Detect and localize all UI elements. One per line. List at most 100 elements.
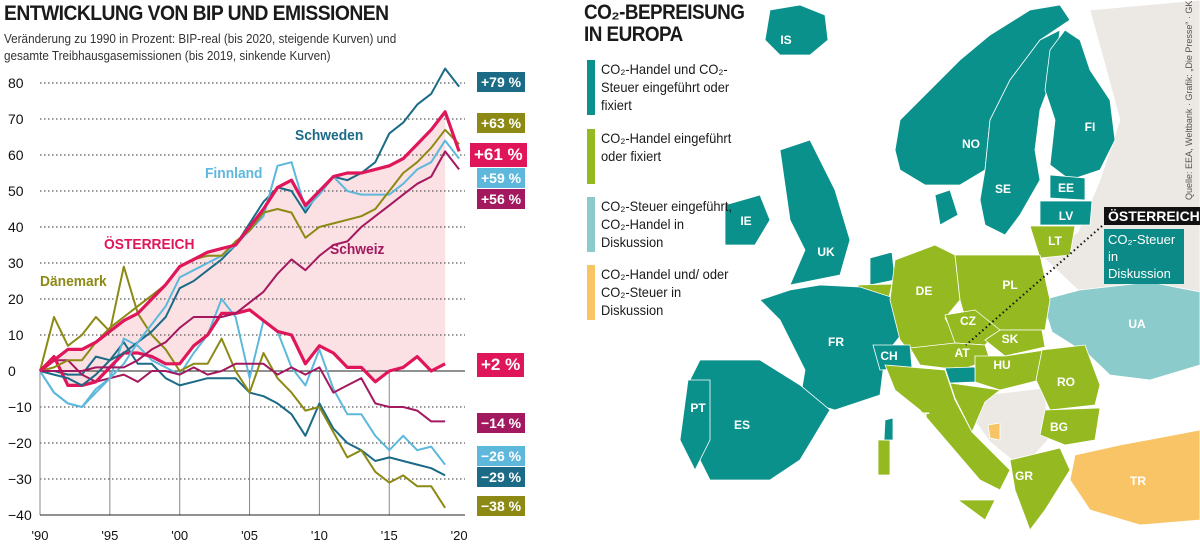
austria-callout-title: ÖSTERREICH xyxy=(1104,207,1200,225)
country-label-lt: LT xyxy=(1048,234,1062,248)
country-label-fi: FI xyxy=(1085,120,1096,134)
end-value-badge: +59 % xyxy=(477,168,526,188)
end-value-badge: +61 % xyxy=(470,143,527,167)
y-tick-label: 70 xyxy=(8,111,24,127)
country-label-cz: CZ xyxy=(960,314,976,328)
country-label-se: SE xyxy=(995,182,1011,196)
y-tick-label: 60 xyxy=(8,147,24,163)
y-tick-label: 80 xyxy=(8,75,24,91)
x-tick-label: '20 xyxy=(451,528,468,543)
map-title-line1: CO₂-BEPREISUNG xyxy=(584,1,745,24)
chart-title: ENTWICKLUNG VON BIP UND EMISSIONEN xyxy=(4,2,389,25)
source-credit: Quelle: EEA, Weltbank · Grafik: „Die Pre… xyxy=(1184,0,1194,200)
country-it xyxy=(884,364,1011,491)
country-se xyxy=(979,29,1061,236)
legend-swatch xyxy=(587,60,595,115)
end-value-badge: +56 % xyxy=(477,189,526,209)
series-line-schweden-emissionen xyxy=(40,341,446,477)
country-label-ro: RO xyxy=(1057,375,1075,389)
y-tick-label: 0 xyxy=(8,363,16,379)
series-line-sterreich-bip xyxy=(39,110,461,373)
country-label-fr: FR xyxy=(828,335,844,349)
country-label-lv: LV xyxy=(1059,209,1073,223)
country-label-sk: SK xyxy=(1002,332,1019,346)
country-label-es: ES xyxy=(734,418,750,432)
country-label-hu: HU xyxy=(993,358,1010,372)
x-tick-label: '95 xyxy=(101,528,118,543)
series-line-sterreich-emissionen xyxy=(38,308,446,387)
end-value-badge: +2 % xyxy=(477,353,525,377)
legend-swatch xyxy=(587,265,595,320)
series-line-dnemark-bip xyxy=(39,128,460,372)
country-me xyxy=(987,422,1001,441)
country-fi xyxy=(1044,29,1116,181)
country-sk xyxy=(984,329,1046,357)
country-label-no: NO xyxy=(962,137,980,151)
x-tick-label: '05 xyxy=(241,528,258,543)
legend-label: CO₂-Handel und/ oder CO₂-Steuer in Disku… xyxy=(601,266,729,318)
country-fr-corsica xyxy=(883,417,894,441)
series-label-daenemark: Dänemark xyxy=(40,273,107,290)
y-tick-label: 50 xyxy=(8,183,24,199)
country-uk xyxy=(779,139,851,286)
legend-label: CO₂-Handel eingeführt oder fixiert xyxy=(601,130,732,164)
x-tick-label: '90 xyxy=(32,528,49,543)
y-tick-label: 40 xyxy=(8,219,24,235)
country-nl xyxy=(869,251,896,286)
y-tick-label: 30 xyxy=(8,255,24,271)
series-label-oesterreich: ÖSTERREICH xyxy=(104,236,195,253)
map-title-line2: IN EUROPA xyxy=(584,23,683,46)
country-de xyxy=(889,244,961,353)
line-chart: 80 70 60 50 40 30 20 10 0 −10 −20 −30 −40'90 '95 '00 '0… xyxy=(8,67,468,543)
map-title: CO₂-BEPREISUNG IN EUROPA xyxy=(584,1,745,46)
y-tick-label: 10 xyxy=(8,327,24,343)
country-label-at: AT xyxy=(954,346,970,360)
country-label-gr: GR xyxy=(1015,469,1033,483)
end-value-badge: −29 % xyxy=(477,467,526,487)
y-tick-label: −40 xyxy=(8,507,32,523)
country-label-it: IT xyxy=(919,410,930,424)
end-value-badge: −26 % xyxy=(477,446,526,466)
country-it-sardinia xyxy=(877,439,891,476)
series-line-schweden-bip xyxy=(39,67,460,387)
series-label-schweiz: Schweiz xyxy=(330,241,385,258)
country-ua xyxy=(1041,281,1200,381)
country-label-ch: CH xyxy=(880,349,897,363)
country-pt xyxy=(679,379,711,471)
legend-label: CO₂-Handel und CO₂-Steuer eingeführt ode… xyxy=(601,61,730,113)
country-label-de: DE xyxy=(916,284,933,298)
country-no xyxy=(894,4,1071,186)
country-bg xyxy=(1039,407,1101,446)
legend-swatch xyxy=(587,129,595,184)
country-label-pl: PL xyxy=(1002,278,1017,292)
country-ee xyxy=(1049,174,1086,201)
y-tick-label: 20 xyxy=(8,291,24,307)
series-label-schweden: Schweden xyxy=(295,127,364,144)
country-ie xyxy=(724,194,771,246)
austria-callout-pointer xyxy=(965,225,1103,346)
series-label-finnland: Finnland xyxy=(205,165,263,182)
country-label-ua: UA xyxy=(1128,317,1146,331)
country-hr xyxy=(949,382,1001,433)
x-tick-label: '10 xyxy=(311,528,328,543)
country-label-pt: PT xyxy=(690,401,706,415)
legend-swatch xyxy=(587,197,595,252)
country-label-ie: IE xyxy=(740,214,751,228)
country-label-bg: BG xyxy=(1050,420,1068,434)
country-lv xyxy=(1039,200,1093,226)
end-value-badge: −14 % xyxy=(477,413,526,433)
country-is xyxy=(764,4,829,56)
series-line-schweiz-emissionen xyxy=(39,359,446,423)
country-label-tr: TR xyxy=(1130,474,1146,488)
country-label-uk: UK xyxy=(817,245,835,259)
x-tick-label: '15 xyxy=(381,528,398,543)
austria-callout-text: CO₂-Steuer in Diskussion xyxy=(1104,229,1184,284)
end-value-badge: −38 % xyxy=(477,496,526,516)
country-lt xyxy=(1029,225,1076,259)
y-tick-label: −20 xyxy=(8,435,32,451)
chart-subtitle: Veränderung zu 1990 in Prozent: BIP-real… xyxy=(4,31,397,63)
country-si xyxy=(944,366,976,384)
x-tick-label: '00 xyxy=(171,528,188,543)
